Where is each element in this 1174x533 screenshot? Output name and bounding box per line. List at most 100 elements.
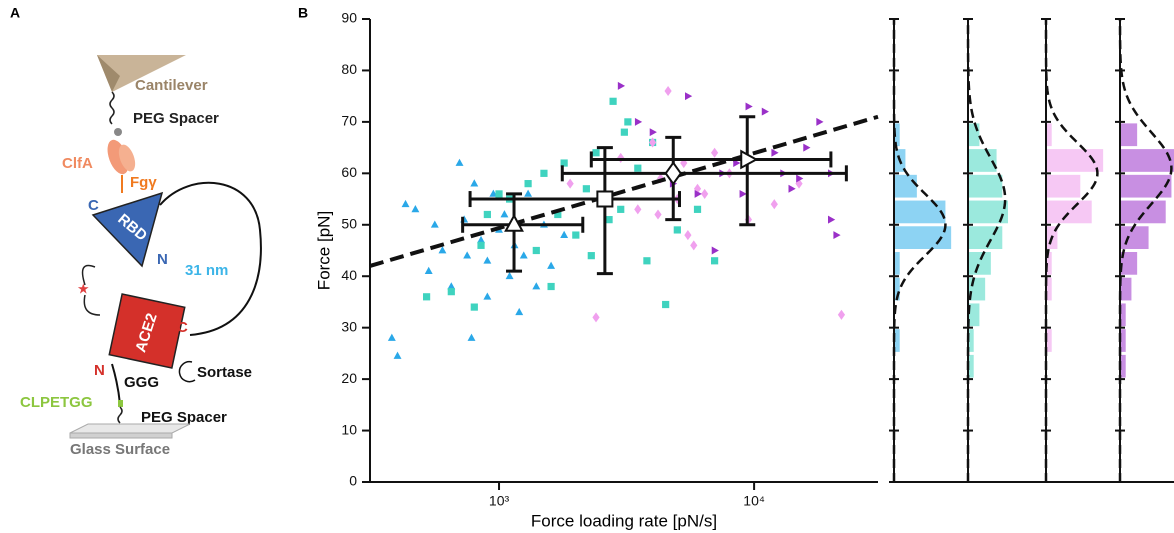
data-point (519, 251, 528, 259)
data-point (524, 189, 533, 197)
data-point (694, 189, 702, 198)
panel-label: A (10, 5, 20, 21)
histogram-bar (894, 277, 900, 301)
data-point (547, 282, 555, 291)
summary-point (664, 161, 682, 186)
y-tick-label: 70 (341, 113, 357, 129)
y-tick-label: 40 (341, 267, 357, 283)
summary-point (740, 149, 759, 170)
rbd-n-label: N (157, 251, 168, 268)
glass-label: Glass Surface (70, 441, 170, 458)
data-point (401, 199, 410, 208)
data-point (447, 282, 456, 290)
y-tick-label: 90 (341, 10, 357, 26)
summary-point (596, 190, 614, 208)
histogram-bar (1120, 329, 1126, 352)
rbd-shape (91, 191, 164, 268)
y-tick-label: 50 (341, 215, 357, 231)
y-tick-label: 30 (341, 318, 357, 334)
x-tick-label: 10³ (489, 493, 510, 509)
histogram-bar (1046, 277, 1052, 301)
data-point (393, 351, 402, 359)
x-tick-label: 10⁴ (743, 493, 765, 509)
data-point (483, 292, 492, 300)
data-point (620, 128, 628, 136)
peg-top (109, 91, 115, 125)
cantilever-label: Cantilever (135, 77, 208, 94)
linker-label: 31 nm (185, 262, 228, 279)
y-tick-label: 10 (341, 421, 357, 437)
data-point (733, 159, 741, 168)
star: ★ (77, 281, 90, 297)
data-point (701, 188, 709, 199)
summary-point (504, 213, 524, 232)
fit-line (369, 114, 879, 268)
data-point (745, 102, 753, 111)
data-point (447, 288, 455, 296)
data-point (572, 231, 580, 239)
histogram-bar (1046, 174, 1081, 198)
histogram-bar (1046, 123, 1052, 147)
data-point (470, 303, 478, 311)
ace2-shape (108, 293, 186, 369)
histogram-bar (968, 200, 1008, 224)
y-tick-label: 80 (341, 61, 357, 77)
histogram-bar (1120, 354, 1126, 378)
histogram-bar (894, 329, 900, 352)
data-point (664, 85, 672, 97)
data-point (654, 209, 662, 220)
data-point (424, 266, 433, 274)
data-point (438, 246, 447, 254)
histogram-bar (1046, 200, 1092, 224)
histogram-bar (1046, 252, 1052, 275)
rotation-arrow (81, 264, 101, 316)
data-point (495, 190, 503, 198)
y-tick-label: 60 (341, 164, 357, 180)
histogram-bar (1046, 329, 1052, 352)
data-point (560, 230, 569, 238)
data-point (788, 184, 796, 193)
data-point (643, 257, 651, 265)
histogram-bar (894, 174, 917, 198)
y-tick-label: 0 (349, 473, 357, 489)
histogram-bar (1120, 226, 1149, 249)
cantilever-shape (97, 55, 186, 92)
data-point (803, 143, 811, 152)
linker-bead (114, 128, 122, 136)
data-point (649, 128, 657, 137)
data-point (477, 235, 485, 244)
data-point (582, 185, 590, 193)
gaussian-fit (1118, 19, 1173, 482)
data-point (690, 240, 698, 251)
data-point (515, 307, 524, 316)
data-point (739, 189, 747, 198)
data-point (467, 333, 476, 341)
data-point (648, 137, 657, 148)
data-point (710, 147, 719, 158)
data-point (477, 241, 485, 249)
data-point (532, 246, 540, 255)
data-point (592, 149, 600, 157)
histogram-bar (1046, 149, 1104, 172)
histogram-bar (968, 303, 980, 327)
ace2-n-label: N (94, 362, 105, 379)
data-point (470, 179, 479, 187)
sortase-arrow (178, 360, 196, 383)
data-point (483, 210, 491, 219)
panel-a: A Cantilever PEG Spacer ClfA Fgγ C RBD N… (10, 5, 262, 458)
data-point (617, 205, 625, 213)
data-point (524, 180, 532, 188)
data-point (489, 189, 498, 197)
data-point (587, 252, 595, 260)
data-point (828, 215, 836, 224)
y-tick-label: 20 (341, 370, 357, 386)
data-point (796, 174, 804, 183)
gaussian-fit (892, 19, 947, 482)
cantilever-tip (97, 55, 120, 92)
data-point (673, 226, 681, 234)
fgy-label: Fgγ (130, 174, 157, 191)
ace2-c-label: C (177, 319, 188, 336)
data-point (547, 261, 556, 269)
clfa-label: ClfA (62, 155, 93, 172)
data-point (657, 173, 665, 184)
